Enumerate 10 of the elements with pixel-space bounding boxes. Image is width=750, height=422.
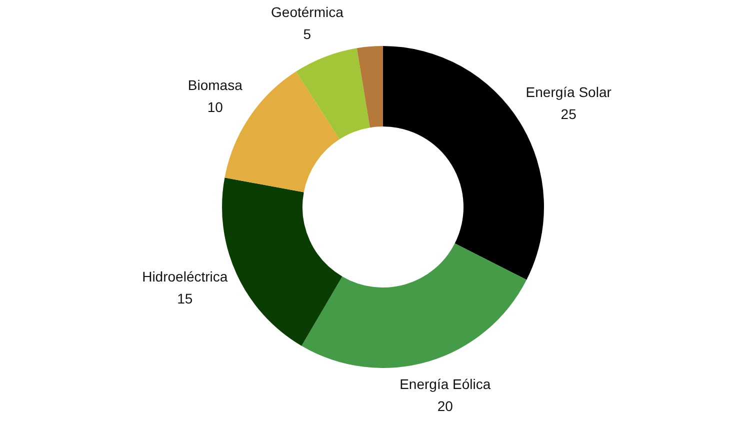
slice-label: Geotérmica: [271, 4, 344, 20]
data-label: 15: [177, 290, 193, 307]
slice-label: Energía Solar: [526, 84, 612, 100]
data-label: 20: [437, 398, 454, 414]
data-label: 5: [303, 26, 312, 42]
slice-label: Biomasa: [188, 76, 243, 93]
data-label: 25: [560, 106, 577, 122]
slice-label: Energía Eólica: [400, 376, 491, 392]
slice-label: Hidroeléctrica: [142, 268, 228, 285]
data-label: 10: [207, 98, 224, 115]
